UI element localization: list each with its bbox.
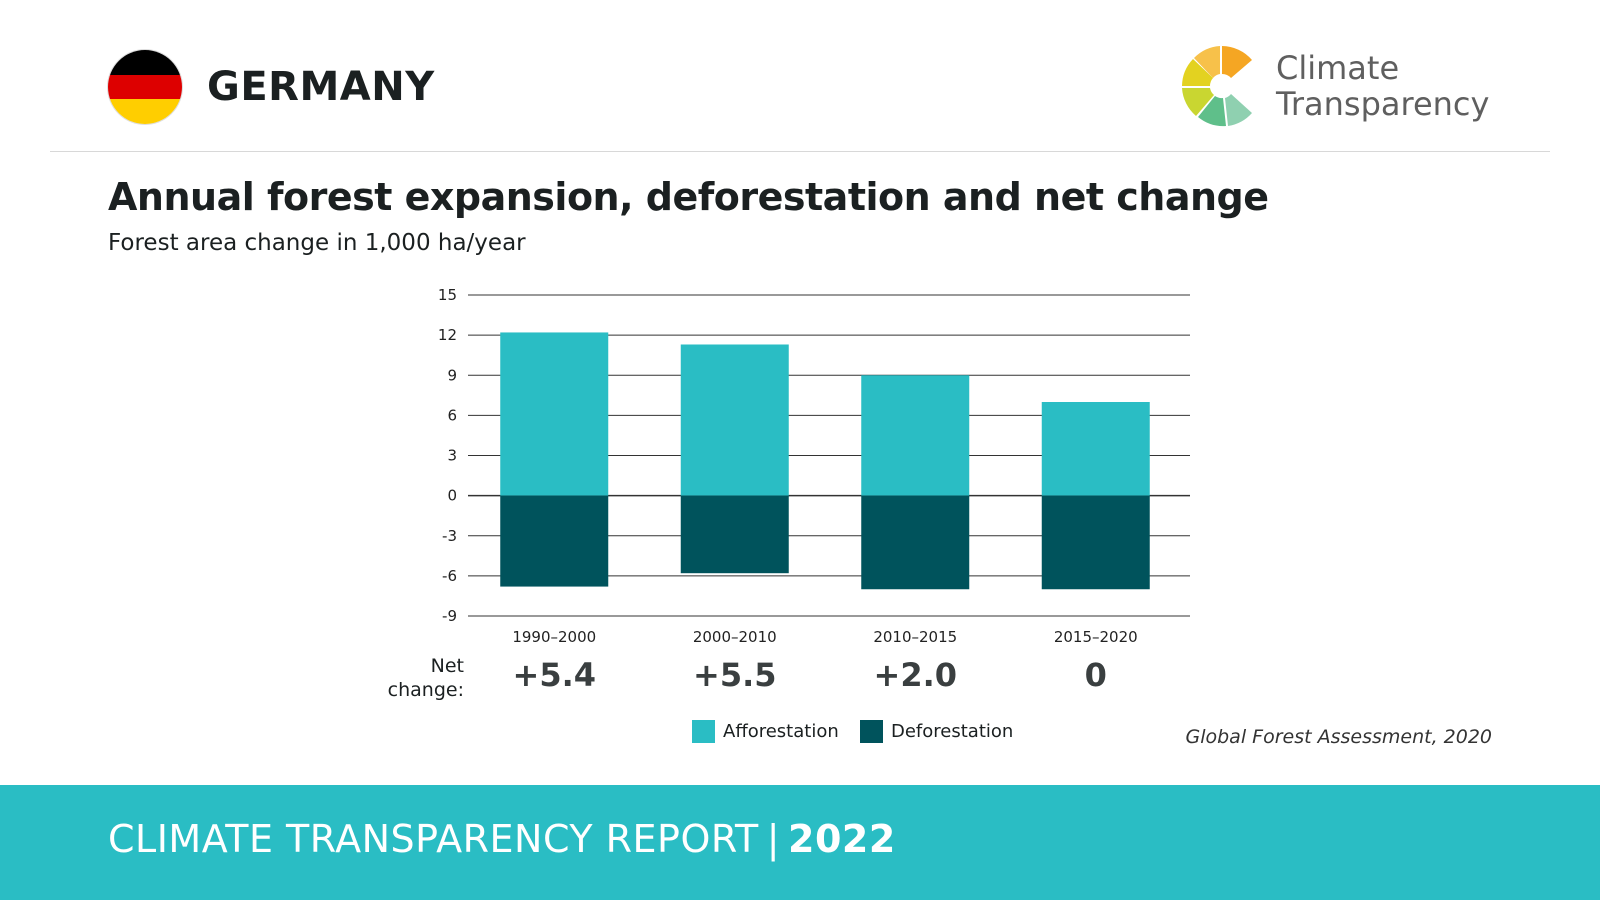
y-tick-label: 9: [447, 366, 457, 384]
legend-item-afforestation: Afforestation: [692, 720, 839, 743]
net-change-value: 0: [1084, 656, 1107, 694]
y-tick-label: 6: [447, 406, 457, 424]
net-change-label: Net change:: [387, 655, 464, 701]
net-change-value: +5.5: [693, 656, 777, 694]
y-tick-label: 3: [447, 447, 457, 465]
legend-label-deforestation: Deforestation: [891, 721, 1014, 742]
footer-separator: |: [766, 817, 781, 861]
y-tick-label: -6: [442, 567, 457, 585]
footer-title: CLIMATE TRANSPARENCY REPORT | 2022: [108, 817, 896, 861]
source-note: Global Forest Assessment, 2020: [1185, 726, 1493, 748]
footer-bar: [0, 785, 1600, 900]
bar-afforestation: [861, 375, 970, 496]
chart-subtitle: Forest area change in 1,000 ha/year: [108, 230, 526, 256]
logo-text-line2: Transparency: [1276, 85, 1490, 123]
y-tick-label: 0: [447, 487, 457, 505]
footer-year: 2022: [788, 817, 896, 861]
country-name: GERMANY: [207, 64, 435, 110]
x-tick-label: 2000–2010: [693, 628, 777, 646]
bar-deforestation: [1041, 495, 1150, 590]
climate-transparency-logo: Climate Transparency: [1180, 44, 1500, 128]
net-change-value: +2.0: [873, 656, 958, 694]
header-divider: [50, 151, 1550, 152]
net-change-value: +5.4: [512, 656, 597, 694]
bar-deforestation: [500, 495, 609, 587]
chart-title: Annual forest expansion, deforestation a…: [108, 175, 1269, 219]
flag-band-red: [108, 74, 182, 100]
legend-swatch-deforestation: [860, 720, 883, 743]
y-tick-label: -9: [442, 607, 457, 625]
logo-text-line1: Climate: [1276, 49, 1400, 87]
bar-deforestation: [680, 495, 789, 574]
y-tick-label: 15: [438, 286, 457, 304]
x-tick-label: 1990–2000: [512, 628, 596, 646]
logo-mark-icon: [1182, 46, 1252, 127]
y-tick-label: 12: [438, 326, 457, 344]
legend-swatch-afforestation: [692, 720, 715, 743]
bar-deforestation: [861, 495, 970, 590]
footer-report-name: CLIMATE TRANSPARENCY REPORT: [108, 817, 759, 861]
x-tick-label: 2015–2020: [1054, 628, 1138, 646]
bar-afforestation: [500, 332, 609, 496]
bar-afforestation: [1041, 402, 1150, 496]
y-tick-label: -3: [442, 527, 457, 545]
legend-label-afforestation: Afforestation: [723, 721, 839, 742]
legend-item-deforestation: Deforestation: [860, 720, 1013, 743]
bar-afforestation: [680, 344, 789, 496]
x-tick-label: 2010–2015: [873, 628, 957, 646]
